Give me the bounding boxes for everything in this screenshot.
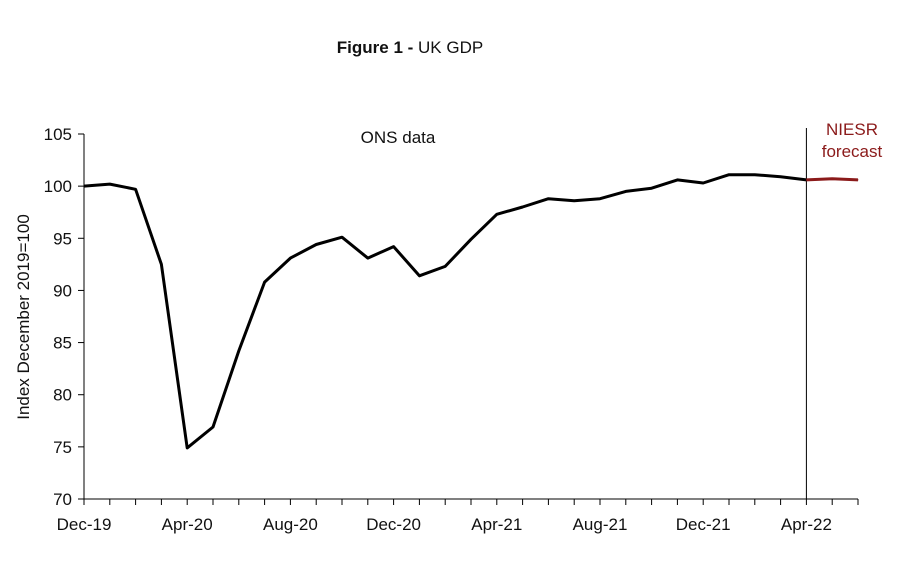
x-tick-label: Dec-20 [366,515,421,534]
y-tick-label: 90 [53,281,72,300]
ons-data-point [496,213,498,215]
y-tick-label: 105 [44,125,72,144]
y-axis: 70 75 80 85 90 95 100 105 [44,125,85,509]
ons-data-point [264,281,266,283]
ons-data-point [651,187,653,189]
ons-data-point [599,198,601,200]
ons-data-point [728,174,730,176]
ons-data-point [625,190,627,192]
series-layer [83,173,859,450]
ons-data-point [470,238,472,240]
y-tick-label: 85 [53,334,72,353]
ons-data-point [676,179,678,181]
ons-data-series-line [83,173,807,450]
x-tick-label: Aug-21 [573,515,628,534]
ons-data-point [754,174,756,176]
ons-data-point [522,206,524,208]
ons-data-point [315,244,317,245]
forecast-data-point [831,178,833,180]
ons-data-point [393,246,395,248]
ons-data-point [367,257,369,259]
chart-title-figure: Figure 1 - [337,38,414,57]
ons-data-point [780,176,782,178]
y-tick-label: 70 [53,490,72,509]
x-tick-label: Aug-20 [263,515,318,534]
x-tick-label: Dec-21 [676,515,731,534]
ons-data-point [573,200,575,202]
ons-data-point [418,275,420,277]
ons-data-point [135,188,137,190]
x-tick-label: Apr-22 [781,515,832,534]
ons-data-annotation: ONS data [361,128,436,147]
x-tick-label: Apr-20 [162,515,213,534]
forecast-data-point [805,179,807,181]
niesr-forecast-annotation-line2: forecast [822,142,883,161]
ons-data-point [341,236,343,238]
x-tick-label: Apr-21 [471,515,522,534]
y-tick-label: 95 [53,229,72,248]
y-tick-label: 75 [53,438,72,457]
ons-data-point [160,263,162,265]
ons-data-point [109,183,111,185]
chart-title: Figure 1 - UK GDP [337,38,483,57]
ons-data-point [238,350,240,352]
ons-data-point [289,257,291,259]
ons-data-point [212,426,214,428]
ons-data-point [702,182,704,184]
ons-data-point [547,198,549,200]
niesr-forecast-annotation-line1: NIESR [826,120,878,139]
y-tick-label: 80 [53,386,72,405]
ons-data-point [186,447,188,449]
x-axis: Dec-19 Apr-20 Aug-20 Dec-20 Apr-21 Aug-21 Dec-… [57,498,859,534]
forecast-data-point [857,179,859,181]
chart-title-text: UK GDP [413,38,483,57]
x-tick-label: Dec-19 [57,515,112,534]
y-axis-label: Index December 2019=100 [14,214,33,420]
ons-data-point [83,185,85,187]
y-tick-label: 100 [44,177,72,196]
ons-data-point [444,265,446,267]
